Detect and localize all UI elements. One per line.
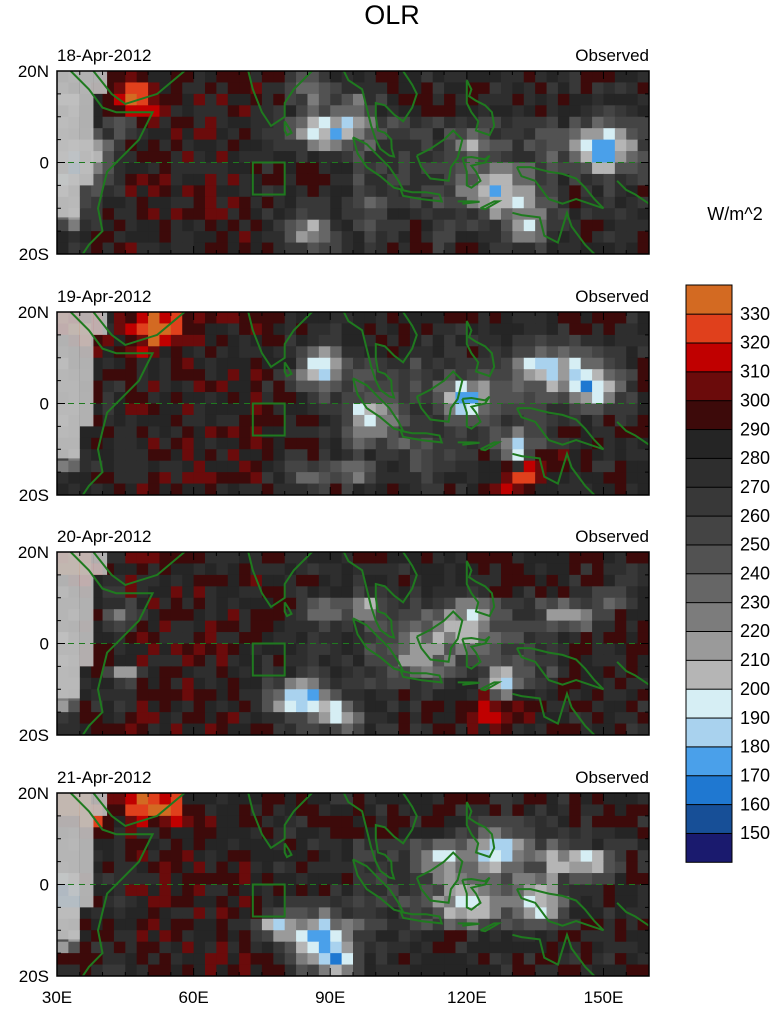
colorbar-box	[685, 284, 733, 315]
colorbar-label: 330	[740, 304, 770, 324]
y-tick-label: 20N	[18, 303, 49, 322]
y-tick-label: 0	[40, 635, 49, 654]
y-tick-label: 20S	[19, 245, 49, 264]
index-box	[251, 402, 286, 437]
panel-19-apr: 20N 0 20S 19-Apr-2012 Observed	[18, 287, 650, 505]
colorbar-box	[685, 746, 733, 777]
colorbar-label: 300	[740, 390, 770, 410]
panel-ticks	[56, 551, 650, 736]
y-tick-label: 20S	[19, 967, 49, 986]
panel-date: 20-Apr-2012	[57, 527, 152, 546]
olr-field	[57, 552, 649, 735]
index-box	[251, 883, 286, 918]
colorbar-label: 270	[740, 477, 770, 497]
y-tick-label: 20N	[18, 62, 49, 81]
colorbar-box	[685, 371, 733, 402]
index-box	[251, 161, 286, 196]
colorbar-box	[685, 717, 733, 748]
panel-date: 21-Apr-2012	[57, 768, 152, 787]
colorbar-box	[685, 342, 733, 373]
colorbar-box	[685, 688, 733, 719]
colorbar-label: 260	[740, 506, 770, 526]
colorbar-label: 200	[740, 679, 770, 699]
x-tick-label: 60E	[178, 988, 208, 1007]
panel-ticks	[56, 792, 650, 977]
colorbar-box	[685, 457, 733, 488]
y-tick-label: 20N	[18, 784, 49, 803]
colorbar-box	[685, 659, 733, 690]
x-tick-label: 120E	[447, 988, 487, 1007]
colorbar-label: 310	[740, 362, 770, 382]
y-tick-label: 0	[40, 154, 49, 173]
olr-field	[57, 71, 649, 254]
panel-label: Observed	[575, 768, 649, 787]
panel-date: 19-Apr-2012	[57, 287, 152, 306]
colorbar-label: 170	[740, 766, 770, 786]
figure-title: OLR	[364, 0, 420, 30]
y-tick-label: 20S	[19, 726, 49, 745]
colorbar-label: 150	[740, 823, 770, 843]
colorbar-label: 180	[740, 737, 770, 757]
panel-21-apr: 20N 0 20S 21-Apr-2012 Observed	[18, 768, 650, 986]
panel-18-apr: 20N 0 20S 18-Apr-2012 Observed	[18, 46, 650, 264]
olr-field	[57, 793, 649, 976]
colorbar-label: 220	[740, 621, 770, 641]
colorbar: 150 160 170 180 190 200 210 220 230 240 250 260 270 2…	[685, 284, 770, 863]
colorbar-box	[685, 428, 733, 459]
colorbar-label: 240	[740, 564, 770, 584]
panel-label: Observed	[575, 46, 649, 65]
colorbar-box	[685, 544, 733, 575]
map-panels: 20N 0 20S 18-Apr-2012 Observed 20N 0 20S 19-Apr-…	[18, 46, 650, 986]
panel-20-apr: 20N 0 20S 20-Apr-2012 Observed	[18, 527, 650, 745]
y-tick-label: 20N	[18, 543, 49, 562]
olr-field	[57, 312, 649, 495]
x-axis-labels: 30E 60E 90E 120E 150E	[42, 988, 623, 1007]
colorbar-box	[685, 601, 733, 632]
colorbar-units: W/m^2	[707, 204, 762, 224]
panel-ticks	[56, 311, 650, 496]
colorbar-box	[685, 313, 733, 344]
colorbar-label: 280	[740, 448, 770, 468]
x-tick-label: 150E	[584, 988, 624, 1007]
colorbar-box	[685, 774, 733, 806]
colorbar-box	[685, 399, 733, 431]
colorbar-label: 320	[740, 333, 770, 353]
colorbar-box	[685, 515, 733, 546]
x-tick-label: 30E	[42, 988, 72, 1007]
colorbar-box	[685, 803, 733, 834]
colorbar-box	[685, 832, 733, 863]
colorbar-label: 290	[740, 419, 770, 439]
colorbar-label: 210	[740, 650, 770, 670]
colorbar-box	[685, 573, 733, 604]
colorbar-label: 160	[740, 794, 770, 814]
y-tick-label: 20S	[19, 486, 49, 505]
colorbar-box	[685, 630, 733, 661]
x-tick-label: 90E	[315, 988, 345, 1007]
y-tick-label: 0	[40, 876, 49, 895]
colorbar-label: 190	[740, 708, 770, 728]
panel-label: Observed	[575, 527, 649, 546]
panel-ticks	[56, 70, 650, 255]
y-tick-label: 0	[40, 395, 49, 414]
colorbar-label: 250	[740, 535, 770, 555]
colorbar-box	[685, 486, 733, 517]
panel-date: 18-Apr-2012	[57, 46, 152, 65]
colorbar-label: 230	[740, 592, 770, 612]
panel-label: Observed	[575, 287, 649, 306]
index-box	[251, 642, 286, 677]
